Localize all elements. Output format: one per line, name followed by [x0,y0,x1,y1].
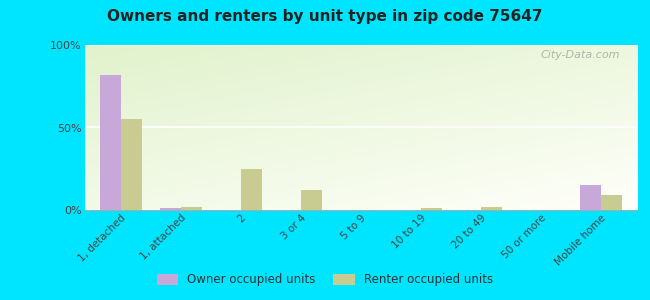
Bar [181,207,202,210]
Legend: Owner occupied units, Renter occupied units: Owner occupied units, Renter occupied un… [152,269,498,291]
Bar [240,169,262,210]
Text: Owners and renters by unit type in zip code 75647: Owners and renters by unit type in zip c… [107,9,543,24]
Text: City-Data.com: City-Data.com [541,50,620,60]
Bar [120,119,142,210]
Bar [580,185,601,210]
Bar [159,208,181,210]
Bar [481,207,502,210]
Bar [99,75,120,210]
Bar [601,195,622,210]
Bar [421,208,442,210]
Bar [301,190,322,210]
